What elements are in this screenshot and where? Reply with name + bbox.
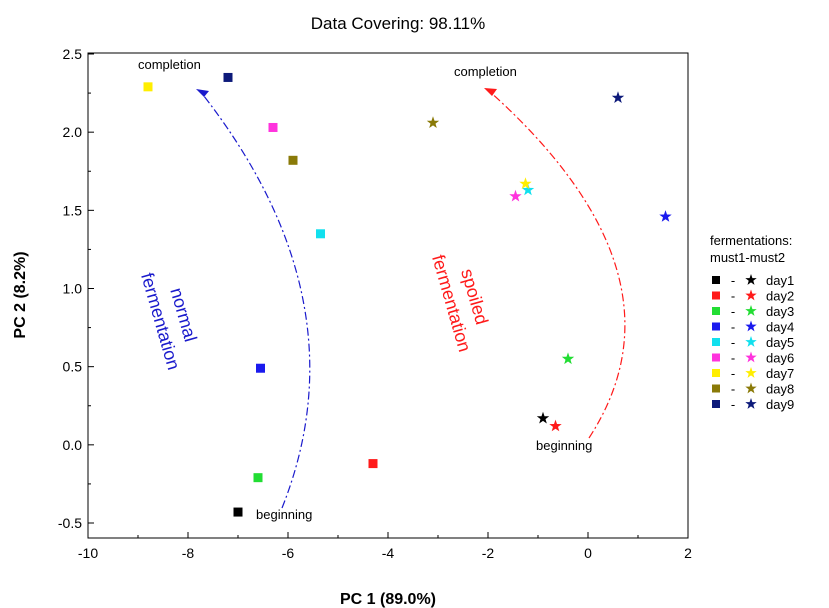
legend-star-day1 <box>745 274 757 285</box>
legend-square-day8 <box>712 384 720 393</box>
point-must1-day5 <box>316 229 325 239</box>
point-must1-day7 <box>143 82 153 92</box>
y-axis-label: PC 2 (8.2%) <box>12 251 29 338</box>
spoiled-fermentation-label: spoiled fermentation <box>428 252 492 354</box>
legend-square-day1 <box>712 276 720 284</box>
legend-star-day5 <box>745 336 757 347</box>
x-tick-label: -8 <box>182 545 195 561</box>
completion-label-right: completion <box>454 64 517 79</box>
legend-separator: - <box>731 397 735 412</box>
x-tick-label: -4 <box>382 545 395 561</box>
legend-star-day9 <box>745 398 757 409</box>
point-must2-day9 <box>611 91 625 103</box>
point-must2-day7 <box>519 177 532 189</box>
point-must1-day2 <box>368 459 378 469</box>
legend-separator: - <box>731 382 735 397</box>
legend-label-day8: day8 <box>766 382 794 397</box>
point-must2-day3 <box>561 352 575 365</box>
point-must2-day4 <box>659 210 672 222</box>
legend-star-day3 <box>745 305 757 316</box>
legend-square-day3 <box>712 307 720 315</box>
legend-separator: - <box>731 273 735 288</box>
data-points <box>143 72 672 517</box>
legend-star-day2 <box>745 289 757 301</box>
y-tick-label: 0.5 <box>63 359 83 375</box>
y-tick-label: 1.5 <box>63 202 83 218</box>
legend-separator: - <box>731 366 735 381</box>
legend: fermentations: must1-must2 - day1 - day2 - da… <box>710 233 794 412</box>
point-must1-day1 <box>233 507 243 517</box>
legend-label-day7: day7 <box>766 366 794 381</box>
x-axis-label: PC 1 (89.0%) <box>340 591 436 608</box>
legend-label-day2: day2 <box>766 289 794 304</box>
x-axis: -10 -8 -6 -4 -2 0 2 <box>78 532 692 561</box>
x-tick-label: -6 <box>282 545 295 561</box>
legend-square-day4 <box>712 322 720 331</box>
legend-star-day7 <box>745 367 757 378</box>
point-must1-day4 <box>256 363 265 373</box>
point-must1-day9 <box>223 72 233 82</box>
legend-separator: - <box>731 351 735 366</box>
legend-title-line2: must1-must2 <box>710 250 785 265</box>
legend-square-day2 <box>712 291 720 300</box>
legend-label-day4: day4 <box>766 320 794 335</box>
point-must2-day8 <box>426 116 440 128</box>
point-must1-day3 <box>253 473 263 483</box>
legend-square-day6 <box>712 353 720 362</box>
legend-label-day5: day5 <box>766 335 794 350</box>
legend-star-day4 <box>745 320 757 332</box>
x-tick-label: 2 <box>684 545 692 561</box>
beginning-label-right: beginning <box>536 438 592 453</box>
legend-separator: - <box>731 320 735 335</box>
point-must2-day1 <box>536 411 550 424</box>
legend-square-day7 <box>712 369 720 377</box>
completion-label-left: completion <box>138 57 201 72</box>
y-axis: -0.5 0.0 0.5 1.0 1.5 2.0 2.5 <box>58 46 94 531</box>
point-must1-day8 <box>288 155 298 165</box>
y-tick-label: 2.0 <box>63 124 83 140</box>
point-must1-day6 <box>268 122 278 132</box>
chart-title: Data Covering: 98.11% <box>311 14 486 33</box>
y-tick-label: -0.5 <box>58 515 82 531</box>
legend-title-line1: fermentations: <box>710 233 792 248</box>
legend-square-day5 <box>712 338 720 346</box>
point-must2-day5 <box>521 183 535 196</box>
y-tick-label: 2.5 <box>63 46 83 62</box>
spoiled-fermentation-arrow <box>487 89 626 439</box>
legend-label-day9: day9 <box>766 397 794 412</box>
x-tick-label: 0 <box>584 545 592 561</box>
legend-star-day6 <box>745 351 757 363</box>
normal-fermentation-label: normal fermentation <box>137 270 201 372</box>
point-must2-day2 <box>549 419 562 432</box>
legend-separator: - <box>731 289 735 304</box>
beginning-label-left: beginning <box>256 507 312 522</box>
legend-separator: - <box>731 304 735 319</box>
legend-separator: - <box>731 335 735 350</box>
legend-star-day8 <box>745 382 757 394</box>
normal-fermentation-arrow <box>199 90 311 509</box>
point-must2-day6 <box>509 189 522 202</box>
y-tick-label: 0.0 <box>63 437 83 453</box>
y-tick-label: 1.0 <box>63 281 83 297</box>
legend-square-day9 <box>712 400 720 408</box>
legend-label-day3: day3 <box>766 304 794 319</box>
normal-arrowhead <box>196 89 209 97</box>
x-tick-label: -2 <box>482 545 495 561</box>
spoiled-arrowhead <box>484 88 497 96</box>
x-tick-label: -10 <box>78 545 98 561</box>
legend-items: - day1 - day2 - day3 - day4 - day5 - day6 - day7 - day8… <box>712 273 794 412</box>
legend-label-day6: day6 <box>766 351 794 366</box>
legend-label-day1: day1 <box>766 273 794 288</box>
